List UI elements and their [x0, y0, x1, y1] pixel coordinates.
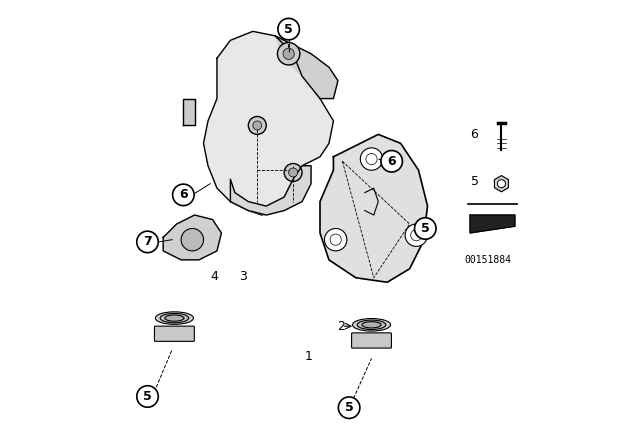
Text: 5: 5: [284, 22, 293, 36]
Ellipse shape: [160, 314, 189, 323]
Circle shape: [339, 397, 360, 418]
Ellipse shape: [165, 315, 184, 321]
Text: 4: 4: [210, 270, 218, 283]
Polygon shape: [230, 166, 311, 215]
Ellipse shape: [362, 322, 381, 328]
Circle shape: [173, 184, 194, 206]
Ellipse shape: [353, 319, 390, 331]
Polygon shape: [320, 134, 428, 282]
Text: 2: 2: [337, 319, 346, 333]
Circle shape: [283, 48, 294, 60]
Circle shape: [289, 168, 298, 177]
Polygon shape: [275, 36, 338, 99]
Circle shape: [278, 18, 300, 40]
FancyBboxPatch shape: [154, 326, 195, 341]
Circle shape: [181, 228, 204, 251]
Circle shape: [278, 43, 300, 65]
Text: 6: 6: [387, 155, 396, 168]
Circle shape: [360, 148, 383, 170]
Circle shape: [253, 121, 262, 130]
Circle shape: [248, 116, 266, 134]
Text: 5: 5: [143, 390, 152, 403]
Text: 5: 5: [345, 401, 353, 414]
Text: 6: 6: [179, 188, 188, 202]
Circle shape: [324, 228, 347, 251]
Polygon shape: [470, 215, 515, 233]
Circle shape: [137, 386, 158, 407]
Circle shape: [137, 231, 158, 253]
Circle shape: [405, 224, 428, 246]
Text: 3: 3: [239, 270, 247, 283]
Ellipse shape: [156, 312, 193, 324]
Polygon shape: [204, 31, 333, 215]
Text: 5: 5: [470, 175, 479, 188]
Ellipse shape: [357, 320, 386, 330]
Text: 6: 6: [470, 128, 479, 141]
Polygon shape: [163, 215, 221, 260]
Text: 5: 5: [421, 222, 429, 235]
Polygon shape: [495, 176, 508, 192]
Circle shape: [497, 180, 506, 188]
FancyBboxPatch shape: [351, 333, 392, 348]
Circle shape: [415, 218, 436, 239]
Text: 7: 7: [143, 235, 152, 249]
Circle shape: [381, 151, 403, 172]
Text: 1: 1: [305, 349, 313, 363]
Text: 00151884: 00151884: [465, 255, 511, 265]
Polygon shape: [184, 99, 195, 125]
Circle shape: [284, 164, 302, 181]
